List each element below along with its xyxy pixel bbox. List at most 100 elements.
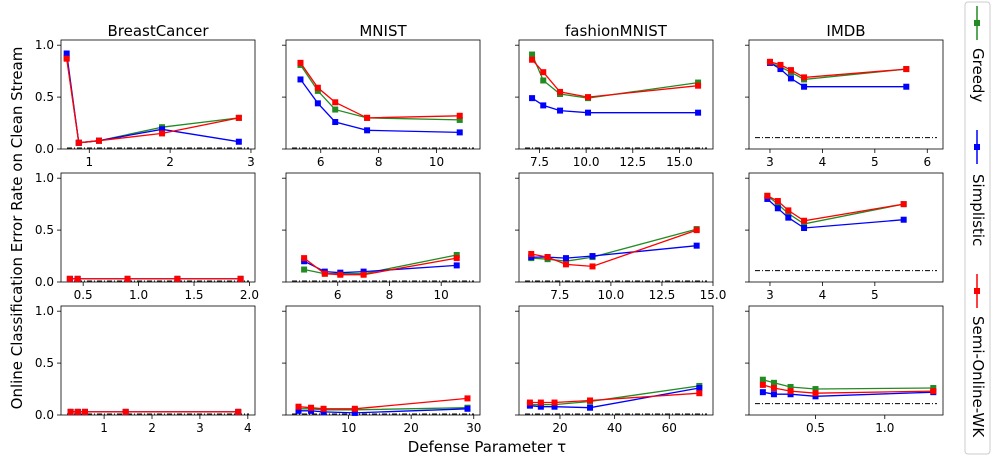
axes-frame	[518, 39, 714, 150]
axes-frame	[60, 172, 256, 283]
data-point-semi-online-wk	[337, 271, 344, 278]
panel-2-2: 6 8 10	[282, 172, 481, 302]
data-point-simplistic	[464, 405, 471, 412]
data-point-simplistic	[526, 402, 533, 409]
data-point-simplistic	[351, 409, 358, 416]
x-tick-label: 10	[341, 421, 356, 435]
data-point-simplistic	[903, 83, 910, 90]
data-point-greedy	[540, 77, 547, 84]
x-tick-label: 8	[375, 155, 383, 169]
data-point-simplistic	[332, 119, 339, 126]
x-tick-label: 15.0	[700, 288, 727, 302]
x-tick-label: 10	[429, 155, 444, 169]
data-point-semi-online-wk	[695, 82, 702, 89]
data-point-simplistic	[801, 225, 808, 232]
legend-marker-semi-online-wk	[974, 288, 980, 294]
legend-label-semi-online-wk: Semi-Online-WK	[969, 316, 987, 438]
data-point-semi-online-wk	[332, 99, 339, 106]
y-axis-label: Online Classification Error Rate on Clea…	[8, 47, 26, 410]
data-point-semi-online-wk	[74, 408, 81, 415]
x-tick-label: 0.5	[806, 421, 825, 435]
data-point-simplistic	[801, 83, 808, 90]
series-line-semi-online-wk	[66, 58, 239, 144]
data-point-simplistic	[529, 95, 536, 102]
axes-frame	[285, 305, 481, 416]
data-point-semi-online-wk	[314, 84, 321, 91]
legend-label-greedy: Greedy	[969, 48, 987, 102]
data-point-semi-online-wk	[63, 55, 70, 62]
data-point-simplistic	[297, 76, 304, 83]
x-tick-label: 10.0	[573, 155, 600, 169]
x-tick-label: 40	[607, 421, 622, 435]
data-point-simplistic	[159, 126, 166, 133]
y-tick-label: 0.0	[35, 275, 54, 289]
x-tick-label: 10	[434, 288, 449, 302]
panel-title: IMDB	[826, 22, 865, 40]
y-tick-label: 1.0	[35, 171, 54, 185]
data-point-simplistic	[770, 391, 777, 398]
x-tick-label: 6	[923, 155, 931, 169]
series-line-greedy	[531, 54, 699, 99]
y-tick-label: 1.0	[35, 38, 54, 52]
panel-3-4: 0.5 1.0	[745, 305, 944, 435]
legend-entry-semi-online-wk: Semi-Online-WK	[969, 274, 987, 438]
series-line-simplistic	[531, 97, 699, 114]
x-tick-label: 1.5	[184, 288, 203, 302]
x-tick-label: 2.0	[240, 288, 259, 302]
data-point-greedy	[785, 210, 792, 217]
x-tick-label: 30	[466, 421, 481, 435]
axes-frame	[285, 39, 481, 150]
data-point-semi-online-wk	[66, 275, 73, 282]
data-point-simplistic	[301, 258, 308, 265]
data-point-semi-online-wk	[124, 275, 131, 282]
legend-label-simplistic: Simplistic	[969, 174, 987, 246]
panel-title: BreastCancer	[107, 22, 209, 40]
x-axis-label: Defense Parameter τ	[408, 438, 566, 456]
data-point-simplistic	[360, 268, 367, 275]
data-point-semi-online-wk	[360, 271, 367, 278]
data-point-semi-online-wk	[537, 399, 544, 406]
data-point-semi-online-wk	[308, 404, 315, 411]
panel-1-1: BreastCancer 0.0 0.5 1.0 1 2 3	[35, 22, 256, 169]
panel-1-4: IMDB 3 4 5 6	[745, 22, 944, 169]
data-point-greedy	[930, 385, 937, 392]
data-point-semi-online-wk	[696, 390, 703, 397]
y-tick-label: 0.0	[35, 408, 54, 422]
data-point-simplistic	[785, 214, 792, 221]
axes-frame	[748, 172, 944, 283]
data-point-semi-online-wk	[526, 399, 533, 406]
data-point-simplistic	[528, 254, 535, 261]
data-point-greedy	[314, 87, 321, 94]
x-tick-label: 12.5	[649, 288, 676, 302]
data-point-greedy	[770, 379, 777, 386]
data-point-semi-online-wk	[456, 112, 463, 119]
data-point-simplistic	[585, 109, 592, 116]
x-tick-label: 20	[552, 421, 567, 435]
data-point-semi-online-wk	[159, 130, 166, 137]
data-point-semi-online-wk	[235, 114, 242, 121]
x-tick-label: 4	[819, 288, 827, 302]
data-point-simplistic	[314, 100, 321, 107]
data-point-semi-online-wk	[787, 67, 794, 74]
data-point-semi-online-wk	[774, 198, 781, 205]
data-point-semi-online-wk	[320, 405, 327, 412]
panel-2-1: 0.0 0.5 1.0 0.5 1.0 1.5 2.0	[35, 171, 259, 302]
data-point-semi-online-wk	[770, 385, 777, 392]
data-point-semi-online-wk	[551, 399, 558, 406]
data-point-simplistic	[777, 66, 784, 73]
axes-frame	[518, 172, 714, 283]
data-point-semi-online-wk	[297, 59, 304, 66]
data-point-simplistic	[774, 205, 781, 212]
data-point-greedy	[695, 79, 702, 86]
series-line-greedy	[531, 228, 697, 262]
data-point-greedy	[529, 51, 536, 58]
data-point-simplistic	[537, 403, 544, 410]
axes-frame	[60, 39, 256, 150]
y-tick-label: 1.0	[35, 304, 54, 318]
x-tick-label: 0.5	[74, 288, 93, 302]
x-tick-label: 1.0	[875, 421, 894, 435]
panel-3-3: 20 40 60	[515, 305, 714, 435]
axes-frame	[748, 305, 944, 416]
y-tick-label: 0.0	[35, 142, 54, 156]
data-point-semi-online-wk	[453, 255, 460, 262]
